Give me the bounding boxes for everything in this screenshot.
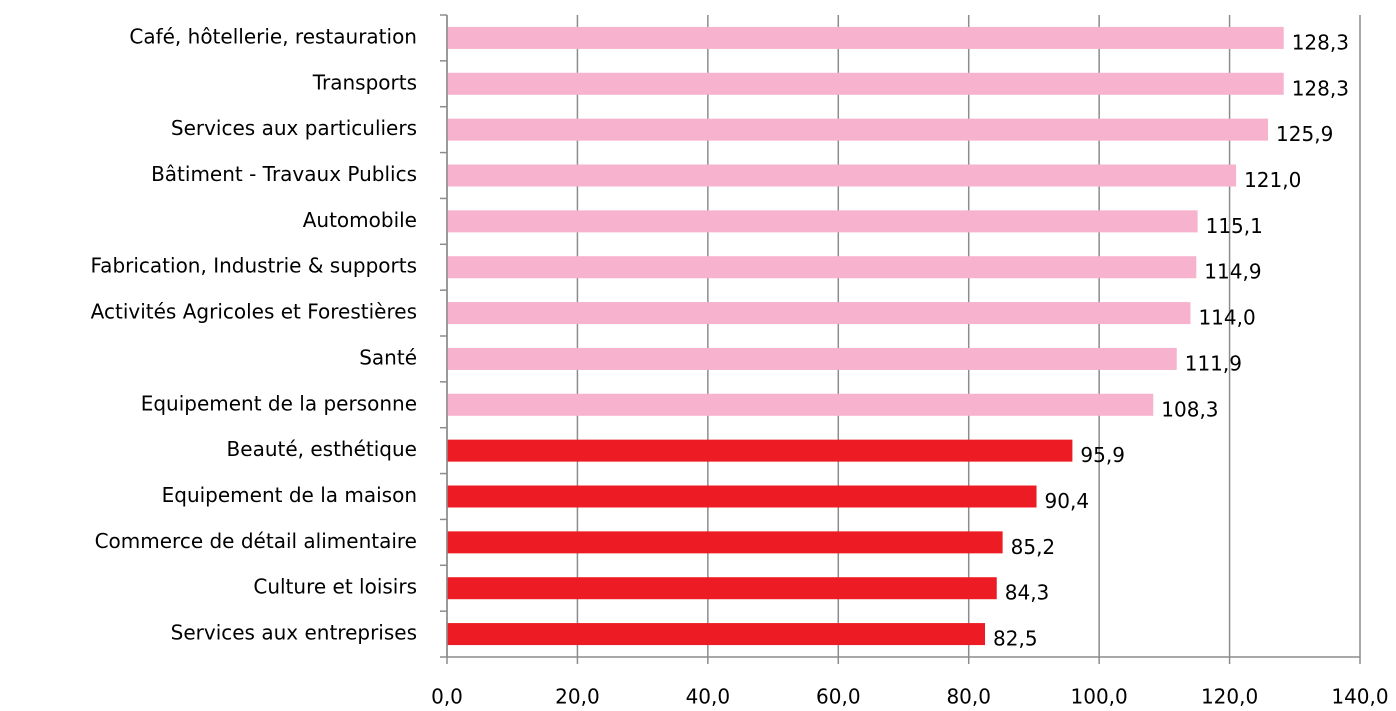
x-tick-label: 120,0: [1201, 685, 1258, 709]
value-label: 111,9: [1185, 351, 1242, 375]
x-tick-label: 100,0: [1071, 685, 1128, 709]
bar: [447, 439, 1073, 462]
bar: [447, 577, 997, 600]
value-label: 84,3: [1005, 581, 1050, 605]
value-label: 114,9: [1204, 260, 1261, 284]
y-tick-label: Culture et loisirs: [253, 575, 417, 599]
bar: [447, 485, 1037, 508]
y-tick-label: Bâtiment - Travaux Publics: [151, 162, 417, 186]
value-label: 121,0: [1244, 168, 1301, 192]
bar: [447, 347, 1177, 370]
y-tick-label: Café, hôtellerie, restauration: [129, 24, 417, 48]
y-tick-label: Fabrication, Industrie & supports: [91, 254, 417, 278]
x-tick-label: 0,0: [431, 685, 463, 709]
y-tick-label: Beauté, esthétique: [227, 437, 417, 461]
y-tick-label: Santé: [359, 345, 417, 369]
value-label: 82,5: [993, 627, 1038, 651]
bar: [447, 164, 1237, 187]
y-tick-label: Automobile: [303, 208, 417, 232]
value-label: 125,9: [1276, 122, 1333, 146]
value-label: 108,3: [1161, 397, 1218, 421]
y-tick-label: Activités Agricoles et Forestières: [91, 300, 417, 324]
x-tick-label: 80,0: [946, 685, 991, 709]
y-tick-label: Equipement de la maison: [162, 483, 417, 507]
bar: [447, 623, 986, 646]
bar: [447, 118, 1269, 141]
bar: [447, 256, 1197, 279]
x-tick-label: 140,0: [1331, 685, 1388, 709]
value-label: 95,9: [1080, 443, 1125, 467]
bar: [447, 72, 1284, 95]
y-tick-label: Transports: [312, 70, 417, 94]
y-tick-label: Services aux entreprises: [171, 621, 417, 645]
value-label: 128,3: [1292, 30, 1349, 54]
x-tick-label: 20,0: [555, 685, 600, 709]
value-label: 115,1: [1206, 214, 1263, 238]
bar: [447, 26, 1284, 49]
x-tick-label: 40,0: [686, 685, 731, 709]
value-label: 114,0: [1198, 306, 1255, 330]
y-tick-label: Commerce de détail alimentaire: [95, 529, 417, 553]
value-label: 90,4: [1045, 489, 1090, 513]
value-label: 85,2: [1011, 535, 1056, 559]
bar: [447, 531, 1003, 554]
value-label: 128,3: [1292, 76, 1349, 100]
y-tick-label: Equipement de la personne: [141, 391, 417, 415]
x-tick-label: 60,0: [816, 685, 861, 709]
bar: [447, 302, 1191, 325]
bar: [447, 210, 1198, 233]
y-tick-label: Services aux particuliers: [171, 116, 417, 140]
bar: [447, 393, 1154, 416]
